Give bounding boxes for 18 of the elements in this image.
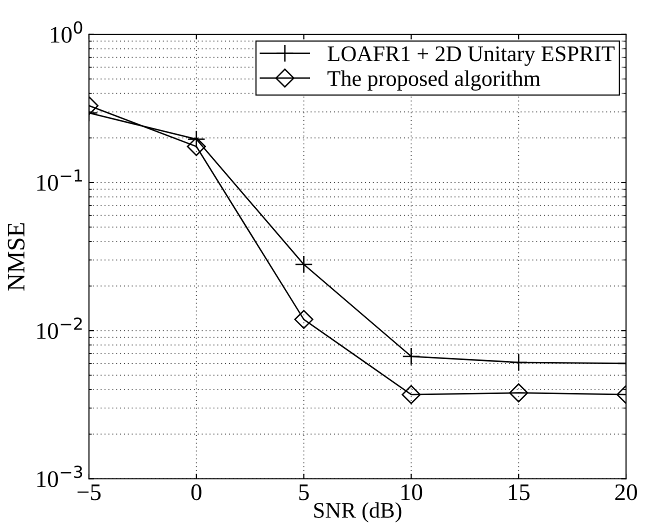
point	[294, 310, 314, 329]
legend-label: The proposed algorithm	[328, 70, 540, 91]
y-axis-title: NMSE	[8, 223, 25, 291]
legend-label: LOAFR1 + 2D Unitary ESPRIT	[328, 46, 615, 66]
y-tick-label: 10$^{0}$	[51, 21, 82, 43]
point	[402, 385, 421, 404]
x-tick-label: 20	[615, 484, 637, 500]
x-axis-title: SNR (dB)	[314, 502, 402, 522]
x-tick-label: 5	[299, 484, 309, 500]
x-tick-label: 10	[401, 484, 422, 500]
y-tick-label: 10$^{−3}$	[37, 466, 82, 488]
point	[294, 255, 313, 274]
point	[402, 347, 420, 366]
x-tick-label: −5	[78, 484, 101, 500]
y-tick-label: 10$^{−1}$	[37, 169, 82, 191]
y-tick-label: 10$^{−2}$	[37, 317, 82, 340]
x-tick-label: 15	[508, 484, 530, 500]
x-tick-label: 0	[191, 484, 202, 500]
